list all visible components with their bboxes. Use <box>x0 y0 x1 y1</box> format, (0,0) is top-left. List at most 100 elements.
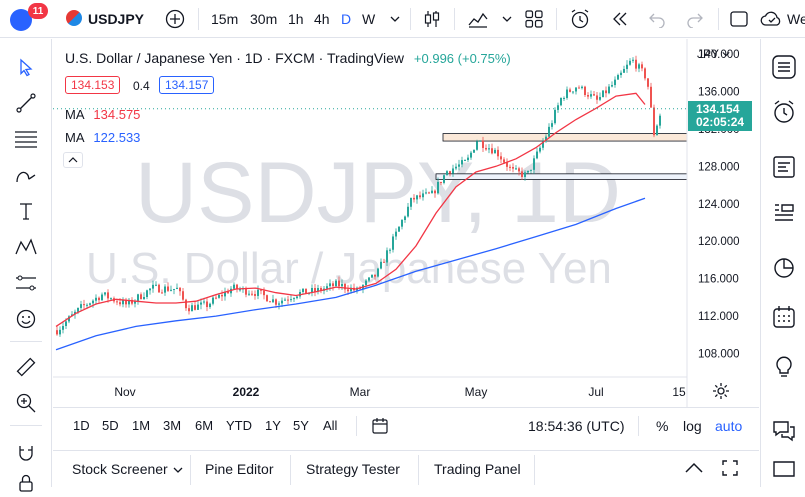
compare-symbol-button[interactable] <box>165 0 185 38</box>
watchlist-button[interactable] <box>769 52 799 82</box>
trend-line-tool[interactable] <box>12 89 40 117</box>
currency-selector[interactable]: JPY <box>697 47 730 61</box>
indicators-button[interactable] <box>467 0 489 38</box>
cloud-save-button[interactable] <box>760 0 784 38</box>
utc-clock[interactable]: 18:54:36 (UTC) <box>528 418 625 434</box>
tab-pine-editor[interactable]: Pine Editor <box>205 461 274 477</box>
drawing-toolbar <box>0 39 52 492</box>
candle-body <box>137 294 139 301</box>
candle-body <box>161 292 163 294</box>
candle-body <box>368 277 370 281</box>
symbol-search-button[interactable]: USDJPY <box>88 11 145 27</box>
alert-button[interactable] <box>569 0 591 38</box>
range-6m[interactable]: 6M <box>195 418 214 433</box>
range-5y[interactable]: 5Y <box>293 418 309 433</box>
chevron-up-icon[interactable] <box>684 461 704 475</box>
redo-button[interactable] <box>686 0 704 38</box>
indicators-dropdown[interactable] <box>502 0 512 38</box>
go-to-date-button[interactable] <box>371 417 391 440</box>
chevron-down-icon[interactable] <box>173 465 183 475</box>
ma-fast-legend[interactable]: MA 134.575 <box>65 107 140 122</box>
percent-scale-toggle[interactable]: % <box>656 418 669 434</box>
zoom-tool[interactable] <box>12 389 40 417</box>
alerts-button[interactable] <box>769 97 799 127</box>
news-button[interactable] <box>769 199 799 229</box>
range-all[interactable]: All <box>323 418 338 433</box>
candle-body <box>74 311 76 315</box>
hotlists-button[interactable] <box>769 252 799 282</box>
fullscreen-button[interactable] <box>729 0 749 38</box>
replay-button[interactable] <box>610 0 630 38</box>
time-tick-label: 2022 <box>233 385 260 399</box>
chat-button[interactable] <box>769 416 799 446</box>
interval-15m[interactable]: 15m <box>211 11 239 27</box>
candle-body <box>485 147 487 150</box>
undo-button[interactable] <box>648 0 666 38</box>
candle-body <box>623 68 625 73</box>
ma-fast-label: MA <box>65 107 84 122</box>
divider <box>454 8 455 30</box>
lock-tool[interactable] <box>12 469 40 497</box>
chart-settings-button[interactable] <box>712 382 730 405</box>
interval-30m[interactable]: 30m <box>250 11 278 27</box>
range-ytd[interactable]: YTD <box>226 418 252 433</box>
app-logo[interactable] <box>10 9 32 31</box>
layout-button[interactable] <box>524 0 544 38</box>
brush-tool[interactable] <box>12 161 40 189</box>
support-resistance-zone[interactable] <box>442 133 688 142</box>
prediction-tool[interactable] <box>12 269 40 297</box>
smiley-icon <box>16 309 36 329</box>
measure-tool[interactable] <box>12 353 40 381</box>
ma-slow-legend[interactable]: MA 122.533 <box>65 130 140 145</box>
candle-body <box>542 141 544 148</box>
interval-w[interactable]: W <box>362 11 376 27</box>
chart-type-button[interactable] <box>422 0 442 38</box>
magnet-tool[interactable] <box>12 439 40 467</box>
auto-scale-toggle[interactable]: auto <box>715 418 743 434</box>
symbol-description[interactable]: U.S. Dollar / Japanese Yen · 1D · FXCM ·… <box>65 50 405 66</box>
watermark-name: U.S. Dollar / Japanese Yen <box>86 244 612 293</box>
range-5d[interactable]: 5D <box>102 418 119 433</box>
candle-body <box>500 156 502 160</box>
maximize-icon[interactable] <box>721 459 739 477</box>
candle-body <box>83 304 85 306</box>
cursor-tool[interactable] <box>12 53 40 81</box>
lightbulb-icon <box>776 356 792 377</box>
tab-stock-screener[interactable]: Stock Screener <box>72 461 168 477</box>
account-label[interactable]: We <box>787 11 805 27</box>
range-1m[interactable]: 1M <box>132 418 151 433</box>
candle-body <box>332 283 334 287</box>
range-3m[interactable]: 3M <box>163 418 182 433</box>
interval-dropdown[interactable] <box>390 0 400 38</box>
candle-body <box>158 284 160 293</box>
price-chart[interactable]: USDJPY, 1D U.S. Dollar / Japanese Yen 14… <box>53 39 759 407</box>
ideas-button[interactable] <box>769 351 799 381</box>
bid-price-box[interactable]: 134.153 <box>65 76 121 94</box>
streams-button[interactable] <box>769 456 799 486</box>
candle-body <box>266 295 268 302</box>
interval-d[interactable]: D <box>341 11 352 27</box>
ask-price-box[interactable]: 134.157 <box>159 76 215 94</box>
range-1y[interactable]: 1Y <box>265 418 281 433</box>
icons-tool[interactable] <box>12 305 40 333</box>
pattern-tool[interactable] <box>12 233 40 261</box>
candle-body <box>470 152 472 158</box>
chart-pane[interactable]: USDJPY, 1D U.S. Dollar / Japanese Yen 14… <box>53 39 759 407</box>
candle-body <box>452 168 454 174</box>
divider <box>10 341 42 342</box>
data-window-button[interactable] <box>769 152 799 182</box>
divider <box>418 455 419 485</box>
fib-tool[interactable] <box>12 125 40 153</box>
text-tool[interactable] <box>12 197 40 225</box>
calendar-button[interactable] <box>769 302 799 332</box>
candle-body <box>95 297 97 301</box>
notification-badge[interactable]: 11 <box>28 3 48 19</box>
log-scale-toggle[interactable]: log <box>683 418 702 434</box>
range-1d[interactable]: 1D <box>73 418 90 433</box>
support-resistance-zone[interactable] <box>435 173 688 180</box>
collapse-legend-button[interactable] <box>63 152 83 168</box>
interval-1h[interactable]: 1h <box>288 11 304 27</box>
tab-trading-panel[interactable]: Trading Panel <box>434 461 521 477</box>
interval-4h[interactable]: 4h <box>314 11 330 27</box>
tab-strategy-tester[interactable]: Strategy Tester <box>306 461 400 477</box>
